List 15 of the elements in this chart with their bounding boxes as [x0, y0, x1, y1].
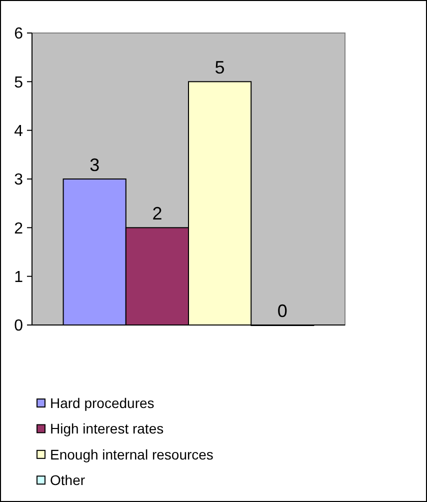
y-tick-label: 1 [14, 268, 24, 286]
legend-label: High interest rates [50, 420, 164, 437]
legend-label: Hard procedures [50, 394, 154, 411]
y-tick-label: 2 [14, 220, 24, 238]
y-tick-label: 4 [14, 122, 24, 140]
legend-label: Other [50, 472, 86, 488]
y-tick-label: 5 [14, 74, 24, 92]
y-tick-label: 6 [14, 26, 24, 43]
y-tick-label: 0 [14, 318, 24, 335]
legend-label: Enough internal resources [50, 446, 214, 462]
data-label: 0 [277, 301, 288, 321]
data-label: 3 [90, 155, 100, 175]
data-label: 5 [214, 58, 225, 78]
y-tick-label: 3 [14, 172, 24, 189]
data-label: 2 [152, 204, 162, 224]
